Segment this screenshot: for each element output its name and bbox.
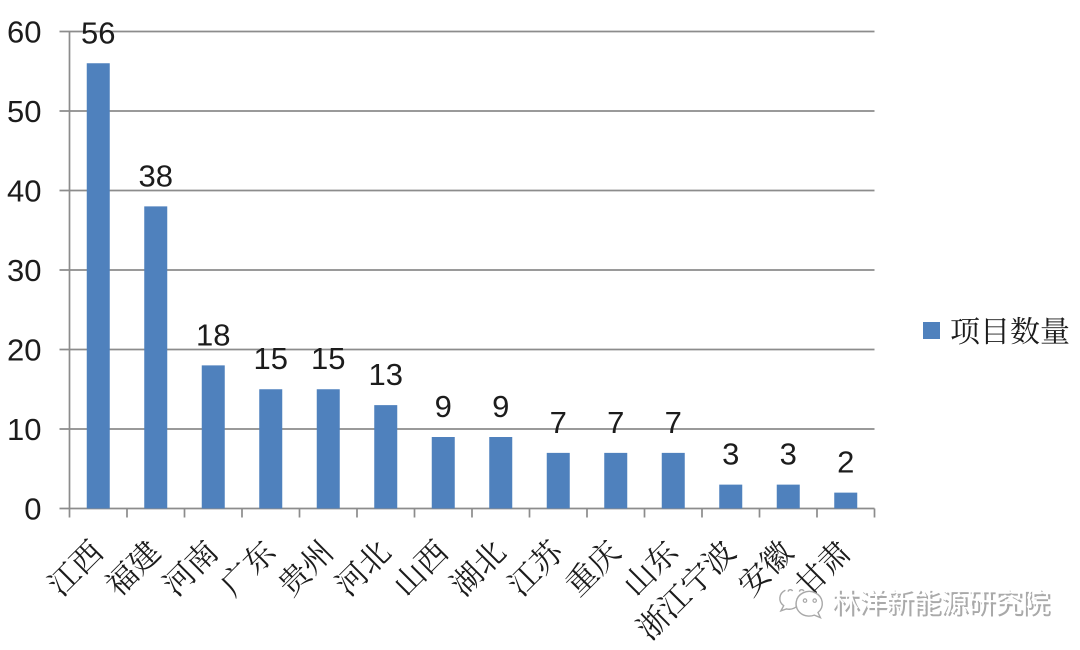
svg-text:3: 3: [722, 437, 739, 472]
svg-text:7: 7: [665, 405, 682, 440]
svg-text:9: 9: [492, 389, 509, 424]
svg-text:10: 10: [7, 412, 41, 447]
svg-text:7: 7: [550, 405, 567, 440]
svg-text:60: 60: [7, 15, 41, 50]
svg-text:2: 2: [837, 445, 854, 480]
svg-text:7: 7: [607, 405, 624, 440]
svg-text:9: 9: [435, 389, 452, 424]
svg-text:15: 15: [254, 341, 288, 376]
svg-text:38: 38: [139, 158, 173, 193]
svg-text:50: 50: [7, 94, 41, 129]
svg-text:20: 20: [7, 333, 41, 368]
svg-text:15: 15: [311, 341, 345, 376]
svg-text:56: 56: [81, 15, 115, 50]
svg-text:18: 18: [196, 317, 230, 352]
svg-text:13: 13: [369, 357, 403, 392]
svg-text:0: 0: [24, 492, 41, 527]
svg-text:3: 3: [780, 437, 797, 472]
svg-text:40: 40: [7, 174, 41, 209]
svg-text:30: 30: [7, 253, 41, 288]
